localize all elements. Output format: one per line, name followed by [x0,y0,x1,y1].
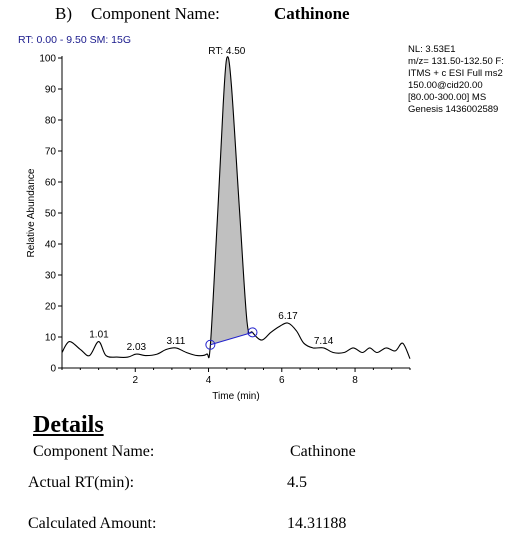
peak-label: RT: 4.50 [208,46,245,57]
y-tick-label: 20 [45,302,57,313]
peak-label: 7.14 [314,336,334,347]
ms-info-block: NL: 3.53E1 m/z= 131.50-132.50 F: ITMS + … [408,44,504,116]
y-tick-label: 50 [45,209,57,220]
y-axis-label: Relative Abundance [26,168,37,257]
ms-info-line: 150.00@cid20.00 [408,80,483,91]
ms-info-line: [80.00-300.00] MS [408,92,487,103]
y-tick-label: 80 [45,116,57,127]
detail-label-actual-rt: Actual RT(min): [28,474,135,491]
detail-label-component-name: Component Name: [33,443,155,460]
x-axis-label: Time (min) [212,391,259,402]
peak-label: 6.17 [278,311,298,322]
y-tick-label: 70 [45,147,57,158]
y-tick-label: 60 [45,178,57,189]
ms-info-line: NL: 3.53E1 [408,44,456,55]
x-tick-label: 8 [352,375,358,386]
peak-label: 3.11 [167,336,186,347]
x-tick-label: 6 [279,375,285,386]
detail-value-actual-rt: 4.5 [287,474,307,491]
y-tick-label: 100 [39,54,56,65]
chromatogram-trace [61,56,411,359]
detail-label-calculated-amount: Calculated Amount: [28,515,157,532]
rt-range-text: RT: 0.00 - 9.50 SM: 15G [18,34,132,46]
detail-value-component-name: Cathinone [290,443,356,460]
integrated-peak-area [210,56,253,345]
component-name-value: Cathinone [274,4,350,23]
ms-info-line: m/z= 131.50-132.50 F: [408,56,504,67]
ms-info-line: ITMS + c ESI Full ms2 [408,68,503,79]
peak-label: 2.03 [127,342,147,353]
details-heading: Details [33,412,104,438]
x-tick-label: 4 [206,375,212,386]
peak-end-marker [247,327,258,338]
chromatogram-chart: 0 10 20 30 40 50 60 70 80 90 100 2 4 6 8 1.01 2.03 3.11 R… [26,46,411,402]
detail-value-calculated-amount: 14.31188 [287,515,347,532]
y-tick-label: 30 [45,271,57,282]
peak-start-marker [205,339,216,350]
y-tick-label: 10 [45,333,57,344]
ms-info-line: Genesis 1436002589 [408,104,499,115]
panel-label: B) [55,4,72,23]
y-tick-label: 0 [50,364,56,375]
x-tick-label: 2 [132,375,138,386]
y-tick-label: 40 [45,240,57,251]
y-tick-label: 90 [45,85,57,96]
integration-baseline [210,331,253,346]
peak-label: 1.01 [89,330,109,341]
component-name-label: Component Name: [91,4,220,23]
